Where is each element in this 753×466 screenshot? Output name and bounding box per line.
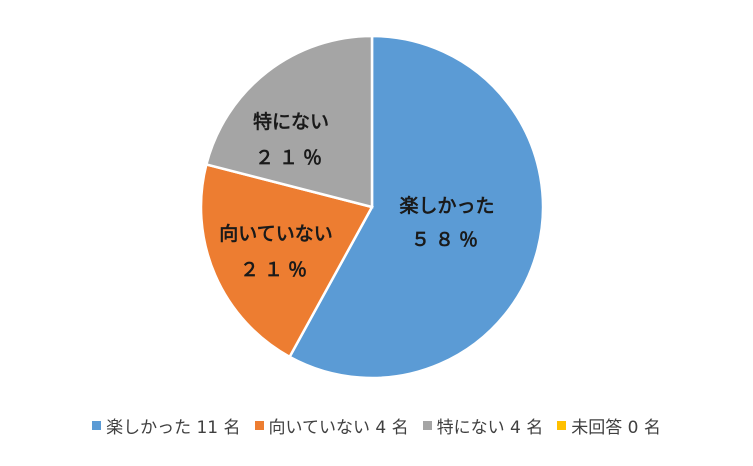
slice-2-percent: ２１％ <box>240 259 312 281</box>
slice-1-label: 楽しかった <box>399 194 494 217</box>
pie-svg: 楽しかった ５８％ 向いていない ２１％ 特にない ２１％ <box>199 34 545 380</box>
labels-group: 楽しかった ５８％ 向いていない ２１％ 特にない ２１％ <box>219 111 494 281</box>
legend-item-1: 楽しかった 11 名 <box>92 413 241 438</box>
slice-3-percent: ２１％ <box>255 147 327 169</box>
legend-item-4: 未回答 0 名 <box>557 413 661 438</box>
slice-3-label: 特にない <box>253 111 329 133</box>
legend-label-2: 向いていない 4 名 <box>268 418 409 438</box>
legend-label-3: 特にない 4 名 <box>436 418 544 438</box>
pie-slice-2 <box>199 162 374 359</box>
legend-swatch-2 <box>254 421 264 430</box>
legend-swatch-4 <box>557 421 567 430</box>
pie-slice-3 <box>204 34 374 209</box>
legend-item-2: 向いていない 4 名 <box>254 413 409 438</box>
slice-2-label: 向いていない <box>219 222 332 245</box>
legend: 楽しかった 11 名 向いていない 4 名 特にない 4 名 未回答 0 名 <box>0 413 753 438</box>
legend-item-3: 特にない 4 名 <box>422 413 544 438</box>
legend-label-1: 楽しかった 11 名 <box>106 418 241 438</box>
pie-slice-1 <box>287 34 545 380</box>
legend-swatch-1 <box>92 421 102 430</box>
slice-1-percent: ５８％ <box>411 229 483 251</box>
legend-swatch-3 <box>422 421 432 430</box>
legend-label-4: 未回答 0 名 <box>571 418 661 438</box>
slices-group <box>199 34 545 380</box>
